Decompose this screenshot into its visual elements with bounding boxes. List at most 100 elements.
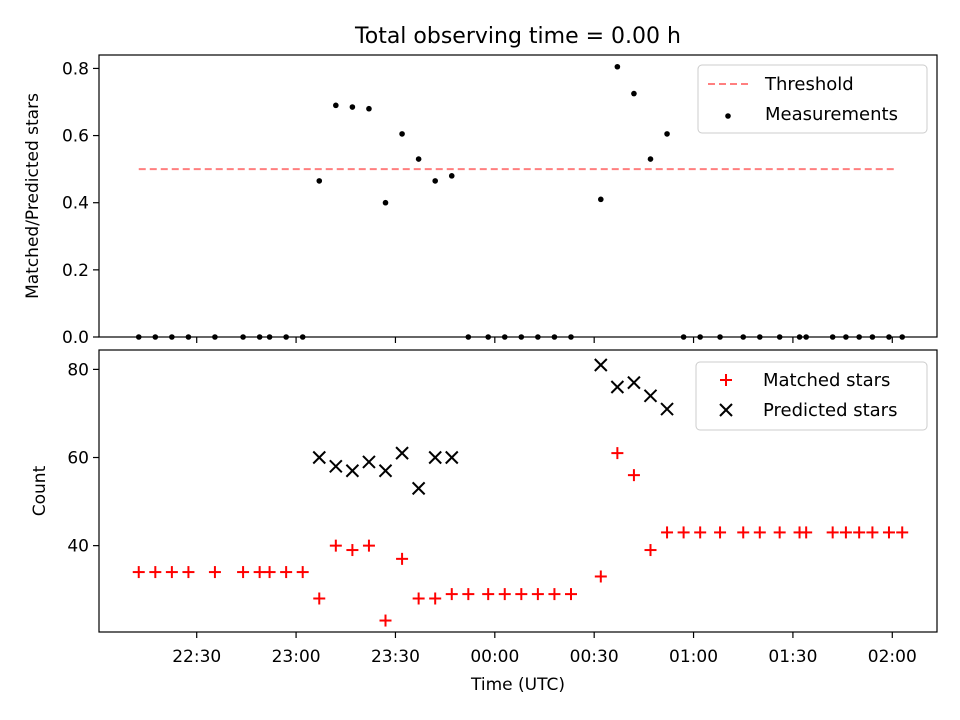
measurements-point (382, 199, 389, 206)
matched-stars-point (296, 566, 309, 579)
predicted-stars-point (411, 481, 426, 496)
matched-stars-point (362, 539, 375, 552)
predicted-stars-point (395, 446, 409, 460)
legend-measurements-label: Measurements (765, 104, 898, 125)
top-panel-y-label: Matched/Predicted stars (23, 93, 43, 299)
top-legend: Threshold Measurements (697, 64, 928, 134)
predicted-stars-point (594, 358, 608, 372)
matched-stars-point (661, 526, 674, 539)
legend-predicted-label: Predicted stars (763, 400, 897, 421)
matched-stars-point (280, 566, 293, 579)
chart-title: Total observing time = 0.00 h (354, 24, 681, 49)
y-tick-label: 0.0 (62, 328, 89, 348)
matched-stars-point (627, 469, 640, 482)
matched-stars-point (515, 588, 528, 601)
matched-stars-point (773, 526, 786, 539)
measurements-point (366, 105, 372, 112)
matched-stars-point (753, 526, 766, 539)
y-tick-label: 40 (67, 537, 89, 557)
predicted-stars-point (428, 450, 442, 465)
matched-stars-point (237, 566, 250, 579)
matched-stars-point (644, 544, 657, 557)
matched-stars-point (564, 588, 577, 601)
y-tick-label: 80 (67, 360, 89, 380)
matched-stars-point (677, 526, 690, 539)
matched-stars-point (346, 544, 359, 557)
x-tick-label: 01:30 (768, 647, 817, 667)
measurements-point (349, 104, 356, 110)
predicted-stars-point (378, 464, 393, 478)
bottom-panel-marks (132, 358, 909, 627)
matched-stars-point (737, 526, 750, 539)
measurements-point (333, 102, 339, 109)
matched-stars-point (498, 588, 511, 601)
measurements-point (664, 131, 670, 137)
measurements-point (448, 173, 455, 179)
measurements-point (647, 156, 654, 162)
matched-stars-point (866, 526, 879, 539)
matched-stars-point (445, 588, 458, 601)
y-tick-label: 0.8 (62, 59, 89, 79)
matched-stars-point (462, 588, 475, 601)
predicted-stars-point (345, 464, 360, 478)
matched-stars-point (379, 614, 392, 627)
predicted-stars-point (627, 375, 641, 390)
top-panel-y-ticks: 0.0 0.2 0.4 0.6 0.8 (62, 59, 99, 348)
predicted-stars-point (660, 402, 674, 416)
matched-stars-point (208, 566, 221, 579)
matched-stars-point (412, 592, 425, 605)
top-panel-x-ticks (196, 337, 893, 343)
matched-stars-point (826, 526, 839, 539)
x-tick-label: 00:30 (570, 647, 619, 667)
matched-stars-point (329, 539, 342, 552)
matched-stars-point (482, 588, 495, 601)
matched-stars-point (182, 566, 195, 579)
matched-stars-point (839, 526, 852, 539)
predicted-stars-point (329, 459, 343, 474)
predicted-stars-point (445, 450, 459, 465)
matched-stars-point (882, 526, 895, 539)
x-tick-label: 02:00 (868, 647, 917, 667)
matched-stars-point (263, 566, 276, 579)
matched-stars-point (429, 592, 442, 605)
measurements-point (631, 90, 637, 97)
predicted-stars-point (362, 455, 376, 469)
bottom-panel-y-ticks: 40 60 80 (67, 360, 99, 557)
matched-stars-point (853, 526, 866, 539)
matched-stars-point (800, 526, 813, 539)
matched-stars-point (548, 588, 561, 601)
x-axis-label: Time (UTC) (470, 675, 565, 695)
measurements-point (316, 178, 323, 184)
matched-stars-point (396, 552, 409, 565)
predicted-stars-point (610, 380, 625, 394)
x-tick-label: 23:00 (272, 647, 321, 667)
y-tick-label: 0.4 (62, 194, 89, 214)
matched-stars-point (714, 526, 727, 539)
measurements-point (614, 63, 621, 70)
top-legend-box (697, 64, 928, 134)
y-tick-label: 0.2 (62, 261, 89, 281)
legend-measurements-swatch (725, 113, 731, 119)
y-tick-label: 60 (67, 449, 89, 469)
bottom-legend-box (695, 361, 928, 431)
legend-predicted-swatch (719, 403, 733, 417)
measurements-point (432, 178, 438, 184)
matched-stars-point (165, 566, 178, 579)
bottom-panel: 40 60 80 22:30 23:00 23:30 00:00 00:30 01:00 01:… (30, 349, 938, 695)
bottom-panel-y-label: Count (30, 465, 50, 516)
matched-stars-point (531, 588, 544, 601)
bottom-panel-x-ticks: 22:30 23:00 23:30 00:00 00:30 01:00 01:30 02:00 (172, 632, 917, 667)
measurements-point (399, 131, 405, 137)
predicted-stars-point (643, 389, 658, 403)
x-tick-label: 01:00 (669, 647, 718, 667)
matched-stars-point (611, 447, 624, 460)
x-tick-label: 00:00 (470, 647, 519, 667)
y-tick-label: 0.6 (62, 127, 89, 147)
matched-stars-point (896, 526, 909, 539)
legend-matched-label: Matched stars (763, 370, 890, 391)
matched-stars-point (594, 570, 607, 583)
legend-threshold-label: Threshold (764, 74, 854, 95)
matched-stars-point (149, 566, 162, 579)
matched-stars-point (132, 566, 145, 579)
